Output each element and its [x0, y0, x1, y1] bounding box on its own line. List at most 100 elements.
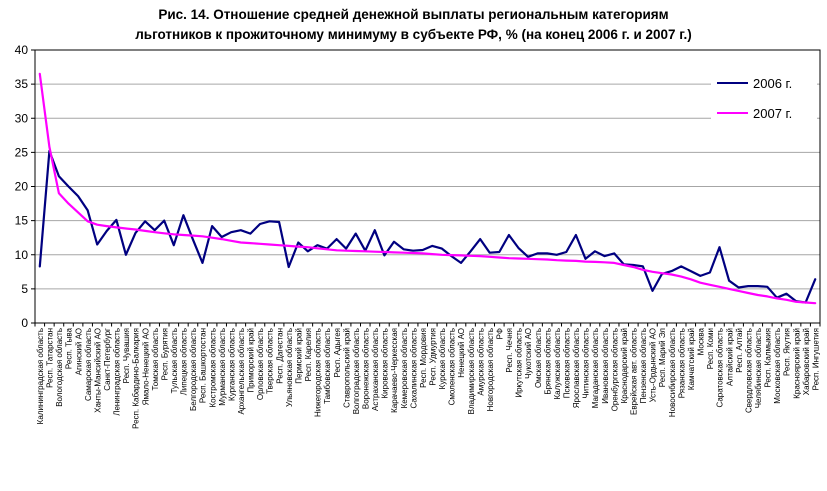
y-tick-label-40: 40: [15, 43, 29, 57]
x-category-label: Сахалинская область: [409, 328, 418, 409]
x-category-label: Ставропольский край: [342, 328, 351, 408]
x-category-label: Брянская область: [543, 328, 552, 395]
x-category-label: Курганская область: [227, 328, 236, 401]
x-category-label: Воронежская область: [361, 328, 370, 409]
x-category-label: Санкт-Петербург: [103, 328, 112, 391]
chart-title-line1: Рис. 14. Отношение средней денежной выпл…: [158, 7, 669, 22]
x-category-label: Курская область: [438, 328, 447, 389]
x-category-label: Респ. Мордовия: [419, 328, 428, 388]
x-category-label: Омская область: [534, 328, 543, 388]
x-category-label: Архангельская область: [237, 328, 246, 415]
x-category-label: Пензенская область: [639, 328, 648, 403]
x-category-label: Камчатский край: [687, 328, 696, 390]
x-category-label: Томская область: [151, 328, 160, 391]
x-category-label: Астраханская область: [371, 328, 380, 411]
x-category-label: Респ. Коми: [706, 328, 715, 369]
x-category-label: Рязанская область: [677, 328, 686, 398]
x-category-label: Респ. Якутия: [783, 328, 792, 376]
x-category-label: Кемеровская область: [400, 328, 409, 408]
x-category-label: Респ. Удмуртия: [428, 328, 437, 386]
x-category-label: Респ. Ингушетия: [811, 328, 820, 390]
x-category-label: Респ. Дагестан: [275, 328, 284, 384]
legend-label-2006: 2006 г.: [753, 75, 793, 91]
x-category-label: Карачаево-Черкесская: [390, 328, 399, 413]
chart-title: Рис. 14. Отношение средней денежной выпл…: [0, 5, 827, 45]
series-line-2007: [38, 72, 817, 305]
x-category-label: Респ. Бурятия: [160, 328, 169, 380]
x-category-label: Хабаровский край: [802, 328, 811, 395]
x-category-label: Владимирская область: [467, 328, 476, 414]
legend-line-sample-2007: [717, 112, 748, 114]
y-tick-label-0: 0: [21, 316, 28, 330]
legend-label-2007: 2007 г.: [753, 105, 793, 121]
legend-entry-2006: 2006 г.: [711, 70, 817, 96]
x-category-label: Агинский АО: [74, 328, 83, 375]
x-category-label: Красноярский край: [792, 328, 801, 399]
x-category-label: Саратовская область: [716, 328, 725, 408]
x-category-label: Респ. Марий Эл: [658, 328, 667, 388]
x-category-label: Респ. Калмыкия: [764, 328, 773, 388]
x-category-label: Костромская область: [208, 328, 217, 407]
x-category-label: Тамбовская область: [323, 328, 332, 404]
x-category-label: Респ. Чечня: [505, 328, 514, 373]
y-tick-label-20: 20: [15, 180, 29, 194]
x-category-label: Иркутская область: [515, 328, 524, 398]
x-category-label: РФ: [495, 328, 504, 339]
x-category-label: Челябинская область: [754, 328, 763, 408]
chart-title-line2: льготников к прожиточному минимуму в суб…: [135, 27, 692, 42]
x-category-label: Липецкая область: [180, 328, 189, 395]
x-category-label: Нижегородская область: [314, 328, 323, 417]
x-category-label: Ненецкий АО: [457, 328, 466, 378]
y-tick-label-15: 15: [15, 214, 29, 228]
x-category-label: Респ. Башкортостан: [199, 328, 208, 403]
x-category-label: Респ. Адыгея: [333, 328, 342, 378]
series-line-2006: [38, 149, 817, 304]
x-category-label: Вологодская область: [55, 328, 64, 407]
x-category-label: Ивановская область: [601, 328, 610, 404]
x-category-label: Респ. Татарстан: [46, 328, 55, 388]
x-category-label: Респ. Тыва: [65, 327, 74, 369]
x-category-label: Ямало-Ненецкий АО: [141, 328, 150, 405]
x-category-label: Респ. Карелия: [304, 328, 313, 381]
x-category-label: Ханты-Мансийский АО: [93, 328, 102, 413]
x-category-label: Тверская область: [266, 328, 275, 394]
x-category-label: Ульяновская область: [285, 328, 294, 407]
y-tick-label-30: 30: [15, 111, 29, 125]
x-category-label: Магаданская область: [591, 328, 600, 408]
x-category-label: Чукотский АО: [524, 328, 533, 379]
y-tick-label-35: 35: [15, 77, 29, 91]
x-category-label: Смоленская область: [448, 328, 457, 405]
y-tick-label-5: 5: [21, 282, 28, 296]
x-category-label: Респ. Алтай: [735, 328, 744, 373]
x-category-label: Псковская область: [563, 328, 572, 398]
legend-entry-2007: 2007 г.: [711, 100, 817, 126]
x-category-label: Ярославская область: [572, 328, 581, 408]
x-category-label: Оренбургская область: [610, 328, 619, 411]
x-category-label: Респ. Чувашия: [122, 328, 131, 383]
y-tick-label-10: 10: [15, 248, 29, 262]
legend: 2006 г. 2007 г.: [711, 68, 817, 128]
x-category-label: Орловская область: [256, 328, 265, 400]
y-tick-label-25: 25: [15, 145, 29, 159]
x-category-label: Кировская область: [381, 328, 390, 399]
x-category-label: Новгородская область: [486, 328, 495, 411]
x-category-label: Краснодарский край: [620, 328, 629, 403]
x-category-label: Свердловская область: [744, 328, 753, 413]
x-category-label: Алтайский край: [725, 328, 734, 386]
x-category-label: Еврейская авт. область: [630, 328, 639, 415]
x-category-label: Белгородская область: [189, 328, 198, 411]
x-category-label: Тульская область: [170, 328, 179, 393]
x-category-label: Калининградская область: [36, 328, 45, 424]
x-category-label: Мурманская область: [218, 328, 227, 406]
x-category-label: Новосибирская область: [668, 328, 677, 417]
legend-line-sample-2006: [717, 82, 748, 84]
x-category-label: Амурская область: [476, 328, 485, 396]
x-category-label: Самарская область: [84, 328, 93, 401]
x-category-label: Московская область: [773, 328, 782, 404]
x-category-label: Ленинградская область: [113, 328, 122, 416]
x-category-label: Пермский край: [294, 328, 303, 384]
x-category-label: Читинская область: [582, 328, 591, 399]
x-category-label: Усть-Ордынский АО: [649, 328, 658, 402]
